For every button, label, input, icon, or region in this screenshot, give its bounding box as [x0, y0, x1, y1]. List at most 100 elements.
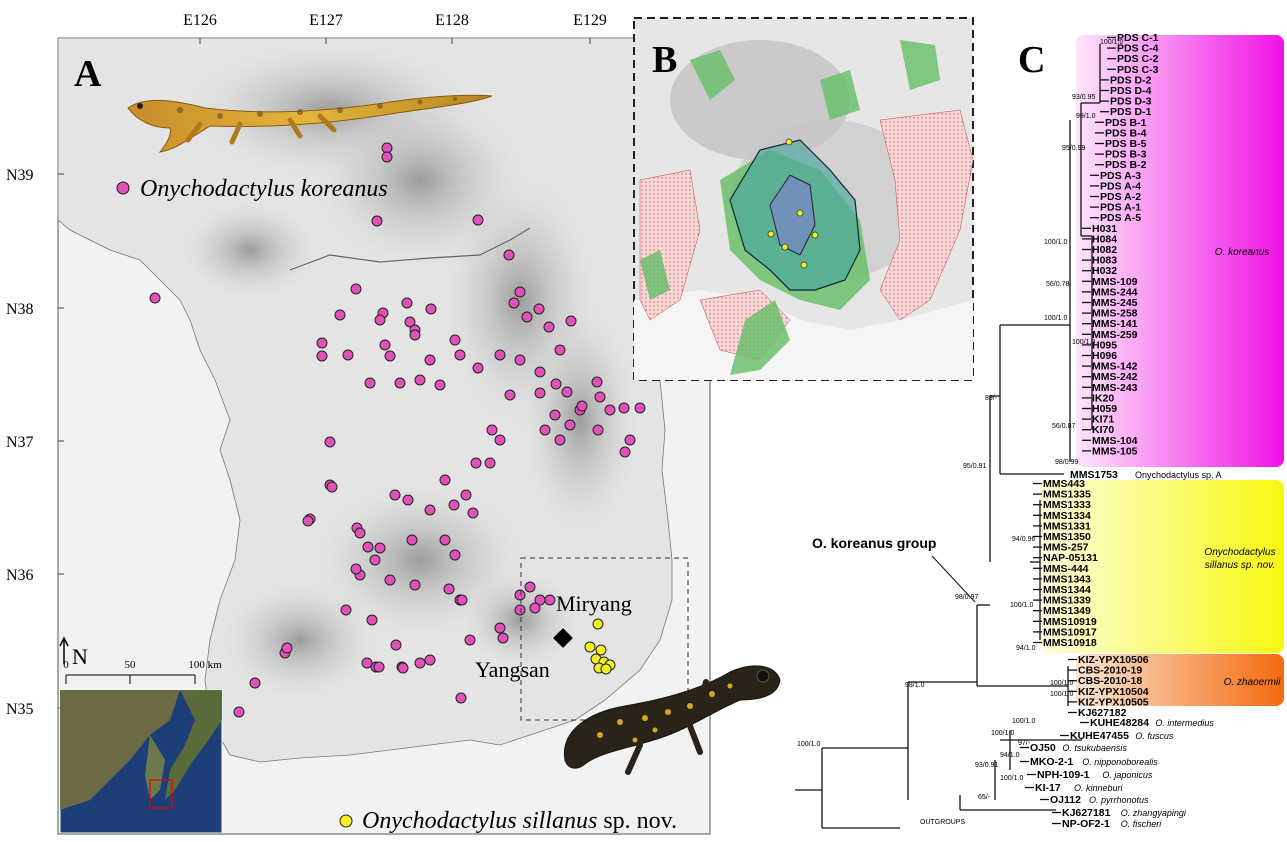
tip-label: H032: [1092, 265, 1117, 277]
koreanus-point: [514, 354, 526, 366]
support-value: 65/-: [978, 794, 991, 801]
scale-label: 50: [125, 659, 137, 671]
support-value: 100/1.0: [1044, 239, 1067, 246]
tip-label: MMS-242: [1092, 371, 1138, 383]
koreanus-point: [514, 604, 526, 616]
support-value: 95/0.99: [1062, 145, 1085, 152]
koreanus-point: [529, 602, 541, 614]
koreanus-point: [634, 402, 646, 414]
tip-label: PDS A-1: [1100, 202, 1141, 214]
legend-sillanus-marker: [339, 814, 353, 828]
koreanus-point: [503, 249, 515, 261]
support-value: 100/1.0: [991, 730, 1014, 737]
koreanus-point: [350, 563, 362, 575]
support-value: 98/0.97: [955, 594, 978, 601]
koreanus-point: [374, 542, 386, 554]
panel-b: B: [633, 17, 974, 381]
koreanus-point: [414, 657, 426, 669]
tip-label: PDS C-3: [1117, 64, 1159, 76]
panel-a-label: A: [74, 53, 102, 95]
koreanus-point: [460, 489, 472, 501]
koreanus-point: [381, 151, 393, 163]
legend-sillanus-label: Onychodactylus sillanus sp. nov.: [362, 808, 677, 834]
tip-label: MMS-109: [1092, 276, 1138, 288]
koreanus-point: [373, 661, 385, 673]
clade-label-zhaoermii: O. zhaoermii: [1224, 677, 1281, 688]
tip-species: O. fischeri: [1121, 819, 1163, 829]
tip-label: KJ627182: [1078, 707, 1127, 719]
koreanus-point: [514, 589, 526, 601]
tip-label: MMS-257: [1043, 542, 1089, 554]
tip-label: NPH-109-1: [1037, 769, 1090, 781]
tip-label: PDS A-2: [1100, 191, 1141, 203]
koreanus-point: [494, 349, 506, 361]
tip-label: MMS-243: [1092, 382, 1138, 394]
koreanus-point: [486, 424, 498, 436]
support-values: 100/1.0 93/0.95 99/1.0 95/0.99 100/1.0 56/0.7…: [797, 39, 1123, 801]
support-value: 94/0.96: [1012, 536, 1035, 543]
tip-label: PDS A-5: [1100, 212, 1141, 224]
core-area: [769, 174, 816, 256]
tip-label: MMS-104: [1092, 435, 1138, 447]
koreanus-point: [534, 387, 546, 399]
tip-species: O. nipponoborealis: [1082, 757, 1158, 767]
tip-label: MMS10917: [1043, 626, 1097, 638]
tip-species: O. pyrrhonotus: [1089, 795, 1149, 805]
koreanus-point: [362, 541, 374, 553]
tip-label: MMS1343: [1043, 573, 1091, 585]
koreanus-point: [366, 614, 378, 626]
koreanus-point: [544, 594, 556, 606]
tip-label: PDS D-1: [1110, 106, 1152, 118]
tip-label: MMS10919: [1043, 616, 1097, 628]
group-label: O. koreanus group: [812, 535, 936, 551]
koreanus-point: [456, 594, 468, 606]
panel-a: E126 E127 E128 E129 N39 N38 N37 N36 N35 …: [6, 12, 781, 835]
koreanus-point: [281, 642, 293, 654]
koreanus-point: [149, 292, 161, 304]
tip-label: PDS C-2: [1117, 53, 1159, 65]
support-value: 100/1.0: [1012, 718, 1035, 725]
tip-label: H095: [1092, 339, 1117, 351]
clade-box-zhaoermii: [1076, 654, 1284, 706]
support-value: 93/0.95: [1072, 94, 1095, 101]
support-value: 98/1.0: [905, 682, 925, 689]
tip-label: MMS1339: [1043, 595, 1091, 607]
type-locality-marker: [553, 628, 573, 648]
lat-tick-label: N39: [6, 167, 34, 184]
tree-branches: [795, 36, 1116, 829]
support-value: 97/-: [1018, 740, 1031, 747]
tip-label: KI-17: [1035, 782, 1061, 794]
tip-label: H096: [1092, 350, 1117, 362]
tip-label: KI70: [1092, 424, 1114, 436]
koreanus-point: [591, 376, 603, 388]
clade-label-sillanus: Onychodactylus: [1204, 547, 1275, 558]
koreanus-point: [384, 350, 396, 362]
koreanus-point: [494, 434, 506, 446]
support-value: 89/-: [985, 395, 998, 402]
koreanus-point: [594, 391, 606, 403]
koreanus-point: [576, 400, 588, 412]
koreanus-point: [514, 286, 526, 298]
tip-species: Onychodactylus sp. A: [1135, 470, 1222, 480]
koreanus-point: [324, 436, 336, 448]
tip-label: KUHE47455: [1070, 730, 1129, 742]
koreanus-point: [554, 434, 566, 446]
koreanus-point: [494, 622, 506, 634]
tip-label: IK20: [1092, 392, 1114, 404]
koreanus-point: [561, 386, 573, 398]
koreanus-point: [524, 581, 536, 593]
tip-label: MMS1344: [1043, 584, 1091, 596]
koreanus-point: [564, 419, 576, 431]
legend-koreanus-label: Onychodactylus koreanus: [140, 176, 388, 202]
tip-label: PDS B-4: [1105, 127, 1147, 139]
koreanus-point: [424, 654, 436, 666]
koreanus-point: [402, 494, 414, 506]
koreanus-point: [326, 481, 338, 493]
tip-label: PDS C-4: [1117, 43, 1159, 55]
border-line: [289, 227, 531, 271]
koreanus-point: [390, 639, 402, 651]
tip-label: MMS1350: [1043, 531, 1091, 543]
tip-label: KIZ-YPX10504: [1078, 686, 1149, 698]
tip-label: PDS D-4: [1110, 85, 1152, 97]
